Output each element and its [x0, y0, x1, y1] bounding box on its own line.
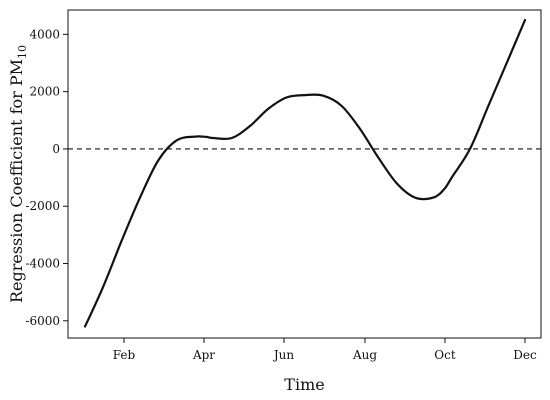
x-tick-label: Aug: [352, 348, 377, 362]
y-axis-title-subscript: 10: [16, 45, 29, 59]
y-tick-label: -2000: [25, 199, 60, 213]
series-line: [83, 18, 527, 328]
x-tick-label: Dec: [513, 348, 537, 362]
x-tick-label: Oct: [434, 348, 456, 362]
y-tick-label: 4000: [29, 27, 60, 41]
x-tick-label: Feb: [113, 348, 136, 362]
x-tick-label: Apr: [192, 348, 215, 362]
y-tick-label: 0: [52, 142, 60, 156]
y-tick-label: -6000: [25, 314, 60, 328]
x-tick-label: Jun: [272, 348, 295, 362]
y-axis-title: Regression Coefficient for PM10: [7, 45, 29, 303]
x-axis-title: Time: [284, 375, 324, 394]
y-axis: -6000 -4000 -2000 0 2000 4000: [25, 27, 68, 328]
plot-frame: [67, 9, 542, 339]
x-axis: Feb Apr Jun Aug Oct Dec: [113, 338, 537, 362]
y-axis-title-main: Regression Coefficient for PM: [7, 59, 26, 303]
y-tick-label: 2000: [29, 85, 60, 99]
y-tick-label: -4000: [25, 257, 60, 271]
